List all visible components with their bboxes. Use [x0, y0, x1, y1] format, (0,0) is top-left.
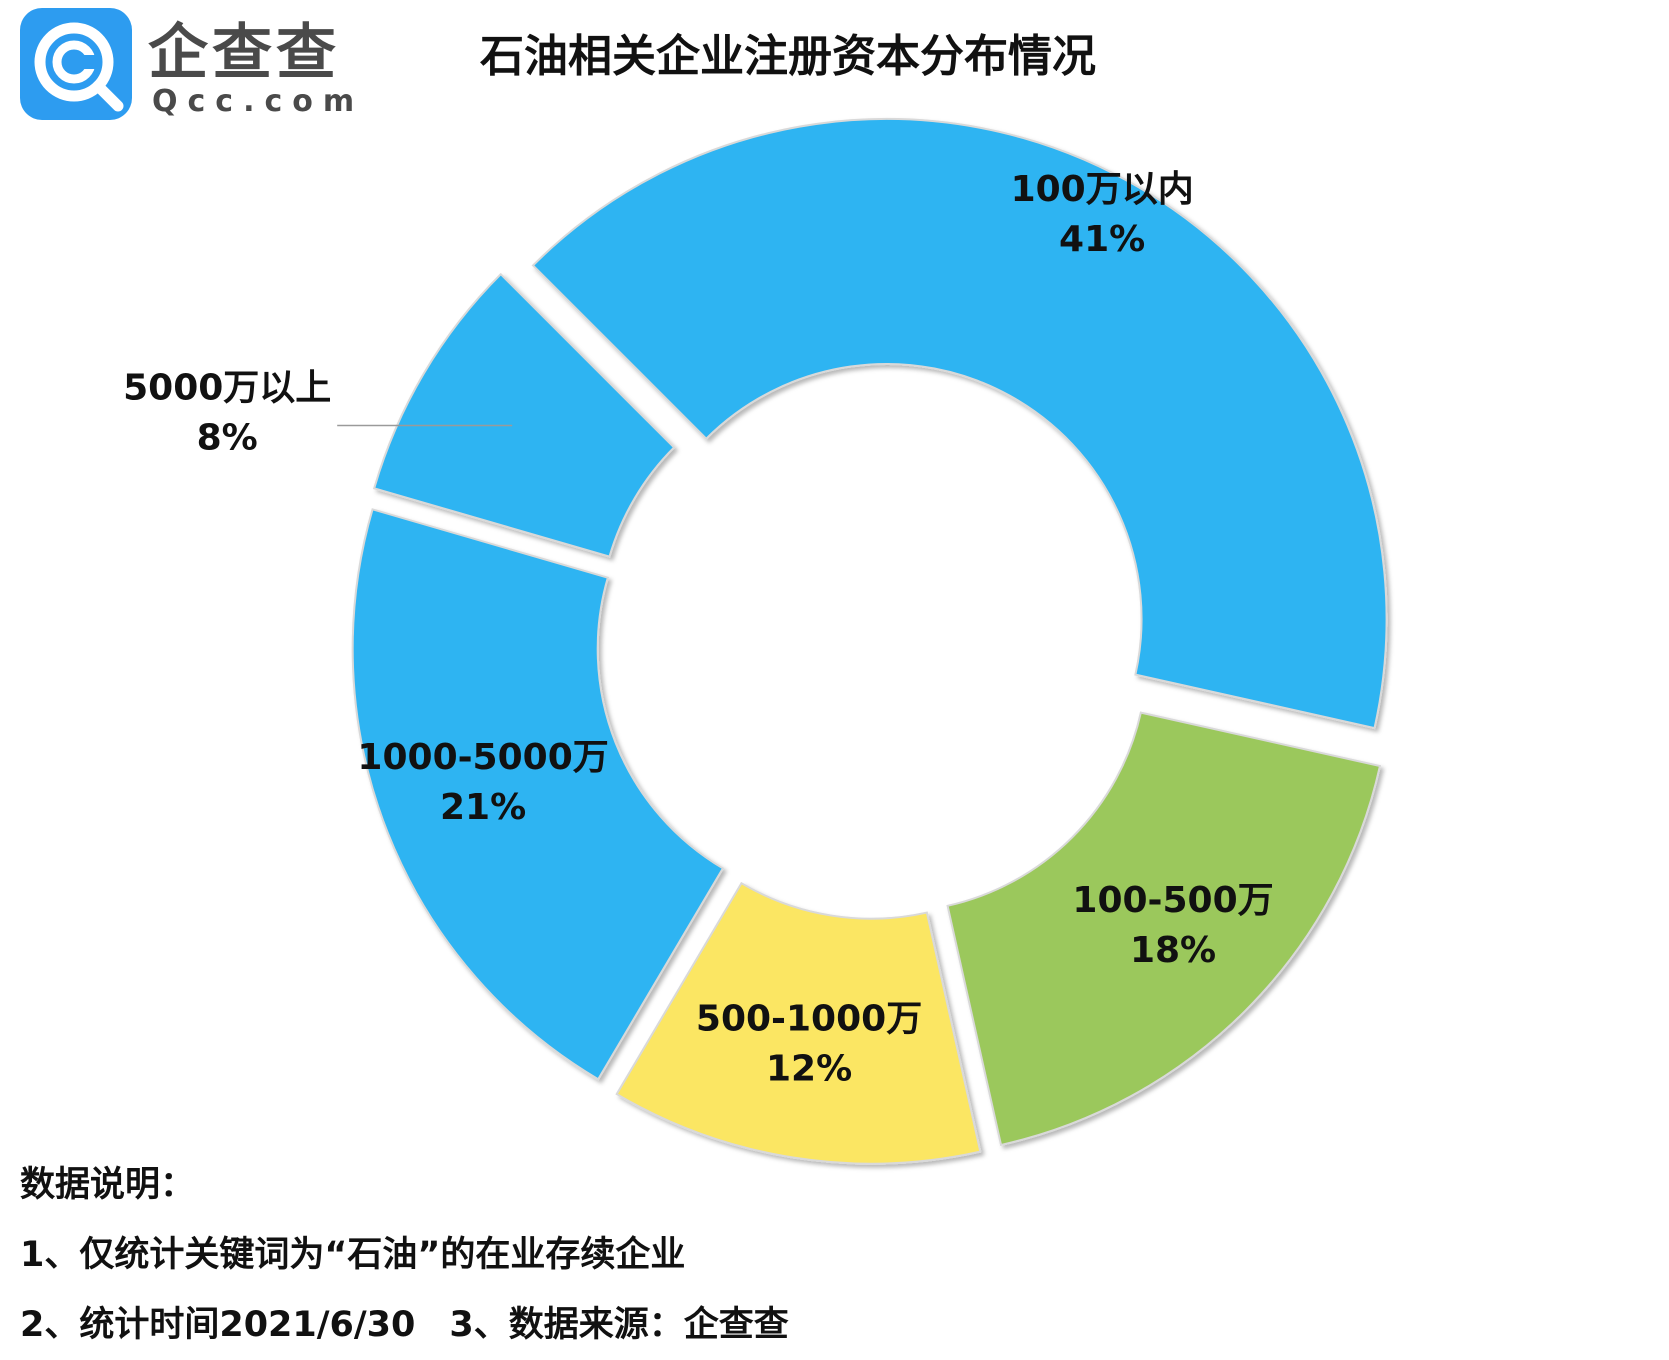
note-line-2: 2、统计时间2021/6/30 3、数据来源：企查查: [20, 1290, 789, 1360]
chart-title: 石油相关企业注册资本分布情况: [480, 31, 1096, 82]
slice-label-100w-within: 100万以内: [1011, 169, 1194, 210]
slice-percent-100-500w: 18%: [1130, 930, 1216, 971]
data-notes: 数据说明： 1、仅统计关键词为“石油”的在业存续企业 2、统计时间2021/6/…: [20, 1150, 789, 1360]
slice-percent-5000w-plus: 8%: [197, 417, 258, 458]
donut-slice-100-500w: [946, 711, 1382, 1147]
slice-label-1000-5000w: 1000-5000万: [357, 737, 608, 778]
slice-percent-500-1000w: 12%: [766, 1048, 852, 1089]
note-data-source: 3、数据来源：企查查: [449, 1305, 789, 1345]
donut-slice-1000-5000w: [351, 508, 725, 1081]
logo-brand-name: 企查查: [148, 18, 340, 88]
donut-slice-100w-within: [531, 118, 1388, 730]
qcc-logo: 企查查 Qcc.com: [20, 8, 380, 128]
slice-percent-100w-within: 41%: [1059, 219, 1145, 260]
note-stat-time: 2、统计时间2021/6/30: [20, 1305, 416, 1345]
donut-slice-5000w-plus: [372, 272, 676, 558]
slice-label-500-1000w: 500-1000万: [696, 998, 922, 1039]
logo-domain: Qcc.com: [152, 84, 365, 119]
slice-percent-1000-5000w: 21%: [440, 787, 526, 828]
donut-slice-500-1000w: [615, 881, 982, 1165]
notes-heading: 数据说明：: [20, 1165, 196, 1205]
slice-label-5000w-plus: 5000万以上: [123, 367, 331, 408]
note-line-1: 1、仅统计关键词为“石油”的在业存续企业: [20, 1235, 686, 1275]
slice-label-100-500w: 100-500万: [1072, 880, 1273, 921]
qcc-logo-icon: [20, 8, 132, 120]
